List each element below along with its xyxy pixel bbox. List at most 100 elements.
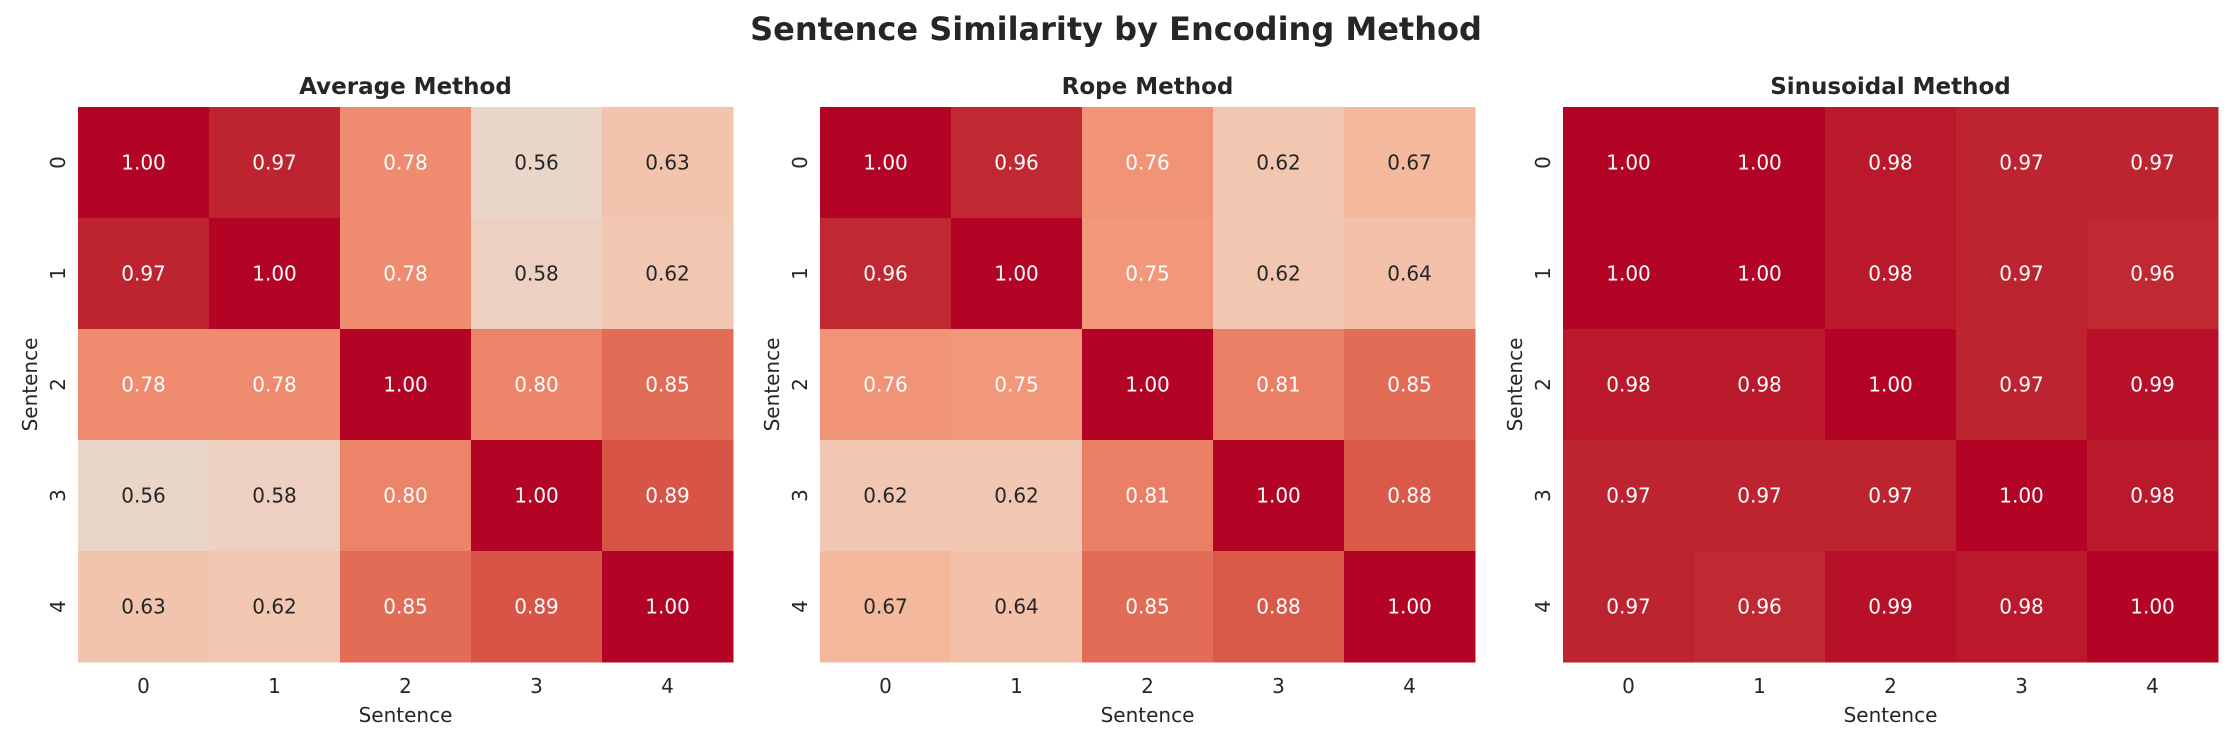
cell-value-label: 0.64 bbox=[994, 595, 1039, 619]
heatmap-cell bbox=[1213, 329, 1345, 441]
heatmap-cell bbox=[1213, 440, 1345, 552]
heatmap-cell bbox=[1344, 218, 1476, 330]
cell-value-label: 0.63 bbox=[645, 151, 690, 175]
heatmap-cell bbox=[1344, 440, 1476, 552]
heatmap-cell bbox=[1563, 107, 1695, 219]
heatmap-cell bbox=[1344, 329, 1476, 441]
cell-value-label: 0.58 bbox=[252, 484, 297, 508]
heatmap-cell bbox=[471, 440, 603, 552]
heatmap-cell bbox=[1344, 107, 1476, 219]
heatmap-cell bbox=[1694, 329, 1826, 441]
x-tick-label: 3 bbox=[530, 674, 543, 698]
heatmap-cell bbox=[471, 329, 603, 441]
cell-value-label: 1.00 bbox=[383, 373, 428, 397]
cell-value-label: 0.85 bbox=[1125, 595, 1170, 619]
heatmap-cell bbox=[78, 107, 210, 219]
heatmap-cell bbox=[820, 218, 952, 330]
heatmap-cell bbox=[602, 107, 734, 219]
cell-value-label: 0.96 bbox=[2130, 262, 2175, 286]
heatmap-cell bbox=[78, 551, 210, 663]
heatmap-cell bbox=[209, 329, 341, 441]
cell-value-label: 0.97 bbox=[1999, 373, 2044, 397]
cell-value-label: 0.97 bbox=[1999, 262, 2044, 286]
heatmap-cell bbox=[1825, 551, 1957, 663]
heatmap-cell bbox=[1694, 551, 1826, 663]
heatmap-cell bbox=[951, 440, 1083, 552]
panel-title: Average Method bbox=[299, 74, 512, 100]
heatmap-cell bbox=[1956, 329, 2088, 441]
cell-value-label: 0.85 bbox=[1387, 373, 1432, 397]
heatmap-cell bbox=[1956, 551, 2088, 663]
cell-value-label: 0.81 bbox=[1256, 373, 1301, 397]
heatmap-cell bbox=[471, 107, 603, 219]
heatmap-cell bbox=[1825, 107, 1957, 219]
cell-value-label: 0.96 bbox=[1737, 595, 1782, 619]
y-tick-label: 4 bbox=[1531, 600, 1555, 613]
heatmap-cell bbox=[820, 551, 952, 663]
cell-value-label: 0.97 bbox=[2130, 151, 2175, 175]
cell-value-label: 0.97 bbox=[1868, 484, 1913, 508]
cell-value-label: 0.62 bbox=[1256, 151, 1301, 175]
x-tick-label: 1 bbox=[268, 674, 281, 698]
heatmap-cell bbox=[340, 107, 472, 219]
heatmap-panel-0: Average Method 1.00 0.97 0.78 0.56 0.63 0.97 1.… bbox=[18, 74, 734, 727]
y-tick-label: 1 bbox=[46, 267, 70, 280]
heatmap-cell bbox=[951, 551, 1083, 663]
cell-value-label: 0.56 bbox=[121, 484, 166, 508]
heatmap-panel-2: Sinusoidal Method 1.00 1.00 0.98 0.97 0.97 1.0… bbox=[1503, 74, 2219, 727]
cell-value-label: 1.00 bbox=[645, 595, 690, 619]
heatmap-cell bbox=[1213, 107, 1345, 219]
x-tick-label: 1 bbox=[1753, 674, 1766, 698]
y-axis-label: Sentence bbox=[1503, 338, 1527, 432]
heatmap-cell bbox=[820, 107, 952, 219]
cell-value-label: 0.62 bbox=[252, 595, 297, 619]
cell-value-label: 0.64 bbox=[1387, 262, 1432, 286]
x-tick-label: 1 bbox=[1010, 674, 1023, 698]
cell-value-label: 0.88 bbox=[1256, 595, 1301, 619]
cell-value-label: 1.00 bbox=[1387, 595, 1432, 619]
cell-value-label: 1.00 bbox=[2130, 595, 2175, 619]
heatmap-cell bbox=[1825, 440, 1957, 552]
heatmap-cell bbox=[1563, 551, 1695, 663]
cell-value-label: 0.97 bbox=[1737, 484, 1782, 508]
heatmap-cell bbox=[820, 329, 952, 441]
heatmap-cell bbox=[951, 218, 1083, 330]
heatmap-cell bbox=[471, 551, 603, 663]
y-tick-label: 2 bbox=[1531, 378, 1555, 391]
heatmap-cell bbox=[1825, 329, 1957, 441]
y-tick-label: 3 bbox=[1531, 489, 1555, 502]
heatmap-cell bbox=[2087, 329, 2219, 441]
heatmap-cell bbox=[340, 218, 472, 330]
x-tick-label: 0 bbox=[1622, 674, 1635, 698]
heatmap-cell bbox=[209, 218, 341, 330]
cell-value-label: 0.81 bbox=[1125, 484, 1170, 508]
heatmap-cell bbox=[1082, 107, 1214, 219]
y-tick-label: 0 bbox=[1531, 156, 1555, 169]
cell-value-label: 1.00 bbox=[252, 262, 297, 286]
heatmap-cell bbox=[951, 329, 1083, 441]
cell-value-label: 1.00 bbox=[1737, 262, 1782, 286]
panel-title: Rope Method bbox=[1062, 74, 1234, 100]
heatmap-cell bbox=[340, 551, 472, 663]
cell-value-label: 1.00 bbox=[994, 262, 1039, 286]
heatmap-cell bbox=[602, 551, 734, 663]
x-tick-label: 2 bbox=[1141, 674, 1154, 698]
heatmap-cell bbox=[2087, 218, 2219, 330]
y-tick-label: 3 bbox=[46, 489, 70, 502]
heatmap-cell bbox=[209, 107, 341, 219]
heatmap-cell bbox=[340, 440, 472, 552]
heatmap-cell bbox=[1082, 440, 1214, 552]
y-axis-label: Sentence bbox=[760, 338, 784, 432]
cell-value-label: 0.78 bbox=[383, 262, 428, 286]
cell-value-label: 0.98 bbox=[1737, 373, 1782, 397]
x-tick-label: 0 bbox=[137, 674, 150, 698]
cell-value-label: 1.00 bbox=[1606, 151, 1651, 175]
cell-value-label: 0.98 bbox=[1606, 373, 1651, 397]
heatmap-cell bbox=[1956, 107, 2088, 219]
cell-value-label: 0.97 bbox=[252, 151, 297, 175]
heatmap-cell bbox=[78, 440, 210, 552]
cell-value-label: 0.76 bbox=[863, 373, 908, 397]
cell-value-label: 0.99 bbox=[1868, 595, 1913, 619]
x-axis-label: Sentence bbox=[1101, 703, 1195, 727]
cell-value-label: 0.67 bbox=[1387, 151, 1432, 175]
